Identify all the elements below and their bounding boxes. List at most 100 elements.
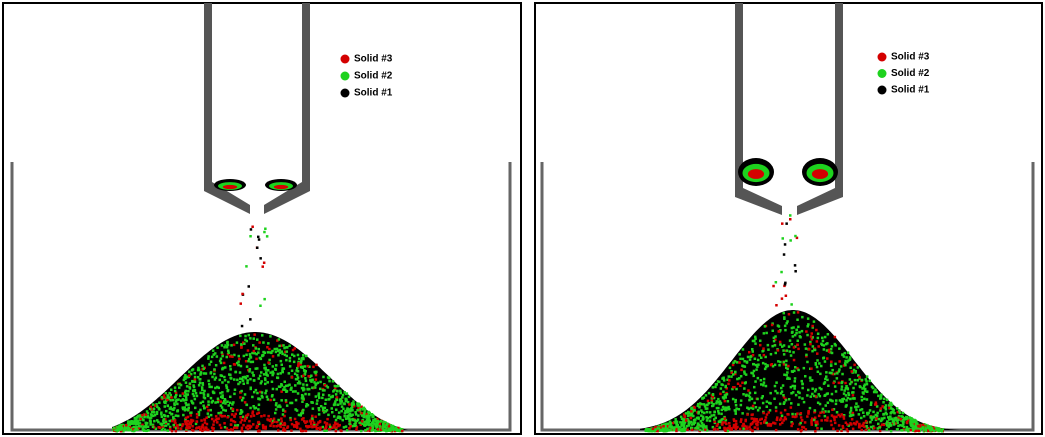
particle xyxy=(847,388,850,391)
particle xyxy=(240,390,243,393)
particle xyxy=(824,336,827,339)
particle xyxy=(165,424,168,427)
particle xyxy=(722,377,725,380)
particle xyxy=(311,417,314,420)
particle xyxy=(331,411,334,414)
particle xyxy=(319,426,322,429)
particle xyxy=(176,403,179,406)
particle xyxy=(804,421,807,424)
particle xyxy=(300,361,303,364)
particle xyxy=(311,387,314,390)
particle xyxy=(198,384,201,387)
particle xyxy=(775,406,778,409)
particle xyxy=(793,387,796,390)
particle xyxy=(198,427,201,430)
particle xyxy=(719,393,722,396)
particle xyxy=(302,358,305,361)
particle xyxy=(188,375,191,378)
particle xyxy=(893,412,896,415)
particle xyxy=(762,395,765,398)
particle xyxy=(296,425,299,428)
particle xyxy=(810,395,813,398)
particle xyxy=(226,346,229,349)
particle xyxy=(120,428,123,431)
particle xyxy=(261,391,264,394)
particle xyxy=(852,394,855,397)
falling-particle xyxy=(251,226,254,229)
particle xyxy=(192,384,195,387)
particle xyxy=(333,415,336,418)
falling-particle xyxy=(789,214,792,217)
particle xyxy=(827,410,830,413)
particle xyxy=(331,407,334,410)
particle xyxy=(890,407,893,410)
particle xyxy=(248,334,251,337)
particle xyxy=(798,331,801,334)
particle xyxy=(281,369,284,372)
particle xyxy=(227,344,230,347)
particle xyxy=(383,429,386,432)
particle xyxy=(301,401,304,404)
particle xyxy=(839,399,842,402)
particle xyxy=(831,369,834,372)
hopper-residue xyxy=(223,185,237,189)
particle xyxy=(302,383,305,386)
particle xyxy=(227,381,230,384)
particle xyxy=(718,381,721,384)
particle xyxy=(264,377,267,380)
particle xyxy=(264,392,267,395)
particle xyxy=(820,365,823,368)
particle xyxy=(138,425,141,428)
particle xyxy=(366,423,369,426)
particle xyxy=(817,371,820,374)
particle xyxy=(163,414,166,417)
particle xyxy=(886,399,889,402)
particle xyxy=(672,426,675,429)
particle xyxy=(183,399,186,402)
particle xyxy=(284,381,287,384)
particle xyxy=(790,354,793,357)
particle xyxy=(259,398,262,401)
particle xyxy=(670,422,673,425)
particle xyxy=(307,388,310,391)
particle xyxy=(861,396,864,399)
particle xyxy=(753,386,756,389)
particle xyxy=(778,330,781,333)
particle xyxy=(297,392,300,395)
particle xyxy=(220,358,223,361)
particle xyxy=(284,354,287,357)
particle xyxy=(288,372,291,375)
particle xyxy=(838,360,841,363)
particle xyxy=(202,424,205,427)
particle xyxy=(890,430,893,433)
particle xyxy=(871,385,874,388)
particle xyxy=(113,427,116,430)
particle xyxy=(229,396,232,399)
particle xyxy=(741,382,744,385)
particle xyxy=(272,365,275,368)
particle xyxy=(296,409,299,412)
particle xyxy=(756,398,759,401)
particle xyxy=(174,390,177,393)
particle xyxy=(237,424,240,427)
particle xyxy=(196,413,199,416)
particle xyxy=(796,344,799,347)
particle xyxy=(238,355,241,358)
particle xyxy=(682,428,685,431)
falling-particle xyxy=(256,247,259,250)
falling-particle xyxy=(241,293,244,296)
particle xyxy=(696,427,699,430)
particle xyxy=(202,405,205,408)
particle xyxy=(355,429,358,432)
particle xyxy=(318,413,321,416)
particle xyxy=(713,411,716,414)
particle xyxy=(323,430,326,433)
particle xyxy=(147,426,150,429)
falling-particle xyxy=(241,325,244,328)
particle xyxy=(823,395,826,398)
particle xyxy=(187,423,190,426)
particle xyxy=(230,344,233,347)
falling-particle xyxy=(259,257,262,260)
particle xyxy=(164,405,167,408)
particle xyxy=(896,428,899,431)
